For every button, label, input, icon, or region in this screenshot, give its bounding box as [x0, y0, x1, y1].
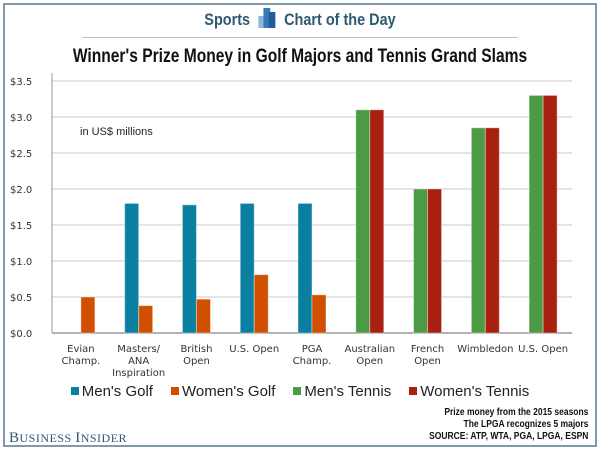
x-tick-label: Champ.: [62, 356, 101, 367]
header-label: Chart of the Day: [284, 10, 396, 29]
x-tick-label: Open: [356, 356, 383, 367]
bar: [138, 305, 154, 334]
source-note: SOURCE: ATP, WTA, PGA, LPGA, ESPN: [428, 431, 588, 442]
y-tick-label: $2.0: [10, 185, 32, 196]
bar: [80, 296, 96, 334]
legend-label: Men's Golf: [81, 383, 153, 400]
y-tick-label: $3.0: [10, 113, 32, 124]
bar: [413, 188, 429, 334]
x-tick-label: British: [180, 344, 212, 355]
bar: [297, 202, 313, 334]
y-tick-label: $0.0: [10, 329, 32, 340]
bar: [195, 298, 211, 334]
legend-label: Women's Tennis: [420, 383, 530, 400]
legend-swatch: [293, 387, 302, 395]
bar: [528, 94, 544, 334]
legend-swatch: [170, 387, 179, 395]
x-tick-label: Masters/: [117, 344, 160, 355]
y-tick-label: $1.5: [10, 221, 32, 232]
bar: [239, 202, 255, 334]
x-tick-label: Inspiration: [112, 368, 165, 379]
notes: Prize money from the 2015 seasons The LP…: [429, 407, 588, 443]
x-tick-label: ANA: [128, 356, 149, 367]
x-tick-label: PGA: [302, 344, 323, 355]
bar: [181, 204, 197, 334]
unit-annotation: in US$ millions: [80, 126, 153, 138]
legend-item: Men's Golf: [70, 383, 153, 400]
legend-item: Women's Tennis: [409, 383, 529, 400]
bar: [311, 294, 327, 334]
bar: [355, 109, 371, 334]
chart-icon: [258, 8, 276, 28]
legend: Men's Golf Women's Golf Men's Tennis Women'…: [0, 383, 600, 400]
business-insider-logo: BUSINESS INSIDER: [9, 430, 128, 446]
bar: [484, 127, 500, 334]
x-tick-label: Champ.: [293, 356, 332, 367]
legend-item: Men's Tennis: [293, 383, 391, 400]
x-tick-label: Open: [183, 356, 210, 367]
y-tick-label: $3.5: [10, 77, 32, 88]
x-tick-label: U.S. Open: [229, 344, 279, 355]
y-tick-label: $0.5: [10, 293, 32, 304]
x-tick-label: U.S. Open: [518, 344, 568, 355]
header-rule: [82, 37, 518, 38]
bar: [253, 274, 269, 334]
x-tick-label: French: [411, 344, 444, 355]
x-tick-label: Evian: [67, 344, 94, 355]
y-tick-label: $1.0: [10, 257, 32, 268]
legend-item: Women's Golf: [170, 383, 276, 400]
chart-title: Winner's Prize Money in Golf Majors and …: [72, 46, 528, 67]
note: Prize money from the 2015 seasons: [443, 407, 588, 418]
x-tick-label: Wimbledon: [457, 344, 513, 355]
legend-label: Men's Tennis: [304, 383, 392, 400]
header: Sports Chart of the Day: [45, 8, 555, 30]
note: The LPGA recognizes 5 majors: [463, 419, 588, 430]
bar: [427, 188, 443, 334]
y-tick-label: $2.5: [10, 149, 32, 160]
bar: [470, 127, 486, 334]
chart-frame: [3, 3, 597, 447]
x-tick-label: Open: [414, 356, 441, 367]
x-tick-label: Australian: [344, 344, 395, 355]
bar: [124, 202, 140, 334]
legend-swatch: [409, 387, 418, 395]
bar: [369, 109, 385, 334]
bar: [542, 94, 558, 334]
header-section: Sports: [204, 10, 251, 29]
legend-swatch: [70, 387, 79, 395]
legend-label: Women's Golf: [181, 383, 276, 400]
